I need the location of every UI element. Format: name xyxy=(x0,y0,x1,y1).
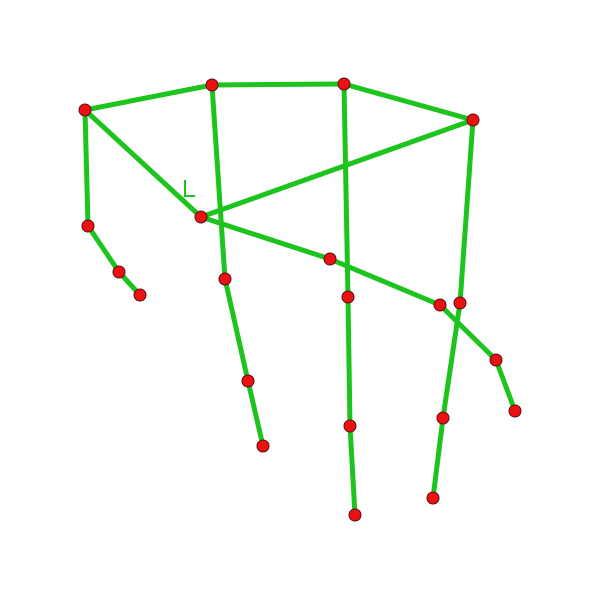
joint-index-1 xyxy=(218,272,232,286)
joint-pinky-3 xyxy=(489,353,503,367)
joint-middle-tip xyxy=(348,508,362,522)
bone-wrist-anchor-to-index-base xyxy=(82,82,215,113)
joint-ring-2 xyxy=(436,411,450,425)
bone-palm-center-to-ring-base xyxy=(198,117,476,220)
joint-palm-center xyxy=(194,210,208,224)
bone-pinky-1-to-pinky-2 xyxy=(327,256,443,308)
bones-layer xyxy=(82,81,518,518)
bone-index-base-to-middle-base xyxy=(209,81,347,88)
joint-index-base xyxy=(205,78,219,92)
joint-pinky-1 xyxy=(323,252,337,266)
joint-ring-1 xyxy=(453,296,467,310)
joint-pinky-2 xyxy=(433,298,447,312)
bone-ring-2-to-ring-tip xyxy=(430,415,446,501)
joint-middle-2 xyxy=(343,419,357,433)
bone-pinky-3-to-pinky-tip xyxy=(493,357,518,414)
joint-middle-1 xyxy=(341,290,355,304)
bone-middle-base-to-ring-base xyxy=(341,81,476,123)
bone-palm-center-to-pinky-1 xyxy=(198,214,333,262)
bone-middle-1-to-middle-2 xyxy=(345,294,353,429)
bone-wrist-anchor-to-thumb-1 xyxy=(82,107,91,229)
joint-index-2 xyxy=(241,374,255,388)
bone-index-2-to-index-tip xyxy=(245,378,266,449)
mark-layer xyxy=(184,180,195,197)
joint-index-tip xyxy=(256,439,270,453)
bone-middle-base-to-middle-1 xyxy=(341,81,351,300)
joint-pinky-tip xyxy=(508,404,522,418)
bone-index-1-to-index-2 xyxy=(222,276,251,384)
bone-ring-base-to-ring-1 xyxy=(457,117,476,306)
bone-wrist-anchor-to-palm-center xyxy=(82,107,204,220)
bone-thumb-1-to-thumb-2 xyxy=(85,223,122,275)
corner-tick-mark xyxy=(184,180,195,197)
joint-wrist-anchor xyxy=(78,103,92,117)
bone-pinky-2-to-pinky-3 xyxy=(437,302,499,363)
bone-index-base-to-index-1 xyxy=(209,82,228,282)
joint-thumb-2 xyxy=(112,265,126,279)
joint-thumb-1 xyxy=(81,219,95,233)
joint-ring-base xyxy=(466,113,480,127)
joint-thumb-tip xyxy=(133,288,147,302)
joint-ring-tip xyxy=(426,491,440,505)
joints-layer xyxy=(78,77,522,522)
bone-middle-2-to-middle-tip xyxy=(347,423,358,518)
joint-middle-base xyxy=(337,77,351,91)
